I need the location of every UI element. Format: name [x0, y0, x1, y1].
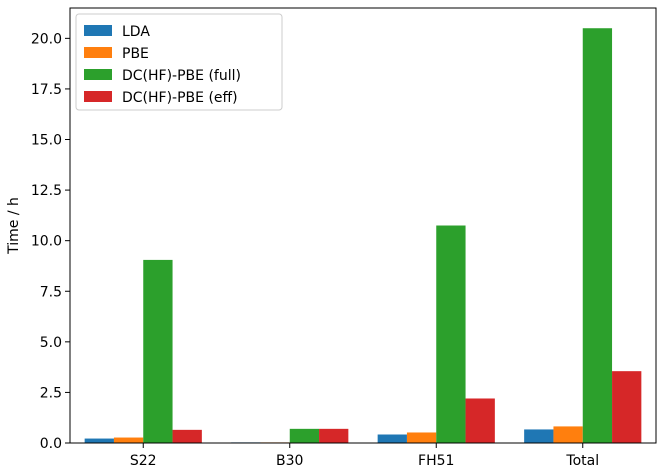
legend-swatch: [84, 69, 112, 80]
y-tick-label: 20.0: [31, 31, 62, 47]
legend-swatch: [84, 91, 112, 102]
y-tick-label: 12.5: [31, 183, 62, 199]
bar-total-series-1: [524, 429, 554, 443]
bar-fh51-series-1: [377, 434, 407, 443]
y-axis: 0.0 2.5 5.0 7.5 10.0 12.5 15.0 17.5 20.0: [31, 31, 70, 452]
legend-label: DC(HF)-PBE (eff): [122, 90, 238, 106]
y-tick-label: 0.0: [40, 436, 62, 452]
legend-label: DC(HF)-PBE (full): [122, 68, 241, 84]
legend-swatch: [84, 25, 112, 36]
bar-fh51-series-3: [436, 225, 466, 443]
bar-fh51-series-2: [406, 432, 437, 443]
x-tick-label: Total: [565, 453, 599, 468]
bars-group: [84, 28, 642, 443]
bar-b30-series-3: [289, 428, 320, 443]
y-tick-label: 15.0: [31, 133, 62, 149]
bar-b30-series-4: [319, 428, 349, 443]
bar-total-series-3: [582, 28, 613, 443]
legend-box: [75, 13, 283, 111]
bar-s22-series-2: [113, 437, 144, 443]
legend-label: PBE: [122, 46, 149, 62]
x-axis: S22 B30 FH51 Total: [130, 443, 599, 468]
x-tick-label: FH51: [418, 453, 454, 468]
bar-s22-series-3: [143, 259, 173, 443]
bar-s22-series-1: [84, 438, 114, 443]
y-tick-label: 2.5: [40, 385, 62, 401]
y-tick-label: 17.5: [31, 82, 62, 98]
legend-label: LDA: [122, 24, 150, 40]
bar-fh51-series-4: [465, 398, 495, 443]
y-tick-label: 10.0: [31, 234, 62, 250]
y-tick-label: 7.5: [40, 284, 62, 300]
bar-s22-series-4: [172, 429, 202, 443]
legend-swatch: [84, 47, 112, 58]
legend: LDA PBE DC(HF)-PBE (full) DC(HF)-PBE (eff): [75, 13, 283, 111]
y-tick-label: 5.0: [40, 335, 62, 351]
y-axis-title: Time / h: [6, 197, 22, 255]
bar-total-series-2: [553, 426, 583, 443]
x-tick-label: B30: [276, 453, 303, 468]
bar-total-series-4: [612, 371, 642, 443]
x-tick-label: S22: [130, 453, 157, 468]
plot-frame: [69, 7, 657, 444]
